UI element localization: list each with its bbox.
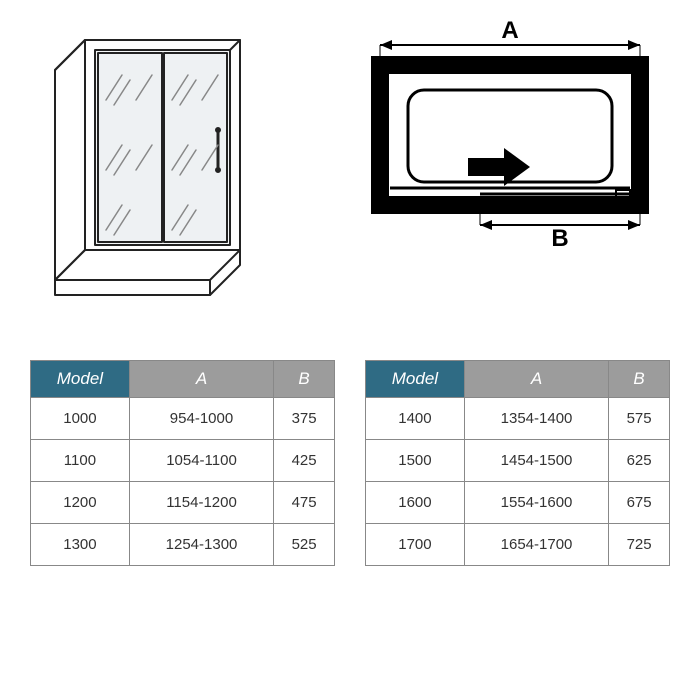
- table-row: 12001154-1200475: [31, 482, 335, 524]
- cell-model: 1600: [366, 482, 465, 524]
- table-row: 15001454-1500625: [366, 440, 670, 482]
- dimension-table-left: Model A B 1000954-100037511001054-110042…: [30, 360, 335, 566]
- diagram-row: A B: [30, 20, 670, 310]
- cell-a: 1454-1500: [464, 440, 608, 482]
- cell-b: 525: [274, 524, 335, 566]
- cell-model: 1300: [31, 524, 130, 566]
- cell-b: 625: [609, 440, 670, 482]
- dimension-a-label: A: [501, 20, 518, 44]
- cell-model: 1500: [366, 440, 465, 482]
- cell-a: 1354-1400: [464, 398, 608, 440]
- dimension-table-right: Model A B 14001354-140057515001454-15006…: [365, 360, 670, 566]
- plan-view-diagram: A B: [360, 20, 660, 250]
- cell-model: 1400: [366, 398, 465, 440]
- table-row: 17001654-1700725: [366, 524, 670, 566]
- cell-b: 375: [274, 398, 335, 440]
- col-header-model: Model: [366, 361, 465, 398]
- cell-a: 1254-1300: [129, 524, 273, 566]
- table-row: 16001554-1600675: [366, 482, 670, 524]
- cell-model: 1100: [31, 440, 130, 482]
- cell-a: 1554-1600: [464, 482, 608, 524]
- col-header-model: Model: [31, 361, 130, 398]
- col-header-b: B: [274, 361, 335, 398]
- cell-b: 675: [609, 482, 670, 524]
- dimension-b-label: B: [551, 225, 568, 250]
- table-body-right: 14001354-140057515001454-150062516001554…: [366, 398, 670, 566]
- table-row: 1000954-1000375: [31, 398, 335, 440]
- cell-b: 575: [609, 398, 670, 440]
- dimension-tables: Model A B 1000954-100037511001054-110042…: [30, 360, 670, 566]
- cell-a: 1054-1100: [129, 440, 273, 482]
- table-row: 14001354-1400575: [366, 398, 670, 440]
- table-body-left: 1000954-100037511001054-110042512001154-…: [31, 398, 335, 566]
- col-header-a: A: [464, 361, 608, 398]
- table-row: 13001254-1300525: [31, 524, 335, 566]
- cell-b: 725: [609, 524, 670, 566]
- col-header-a: A: [129, 361, 273, 398]
- cell-b: 475: [274, 482, 335, 524]
- cell-a: 954-1000: [129, 398, 273, 440]
- cell-b: 425: [274, 440, 335, 482]
- cell-model: 1700: [366, 524, 465, 566]
- cell-model: 1000: [31, 398, 130, 440]
- enclosure-3d-diagram: [40, 20, 280, 310]
- cell-model: 1200: [31, 482, 130, 524]
- table-row: 11001054-1100425: [31, 440, 335, 482]
- cell-a: 1654-1700: [464, 524, 608, 566]
- cell-a: 1154-1200: [129, 482, 273, 524]
- col-header-b: B: [609, 361, 670, 398]
